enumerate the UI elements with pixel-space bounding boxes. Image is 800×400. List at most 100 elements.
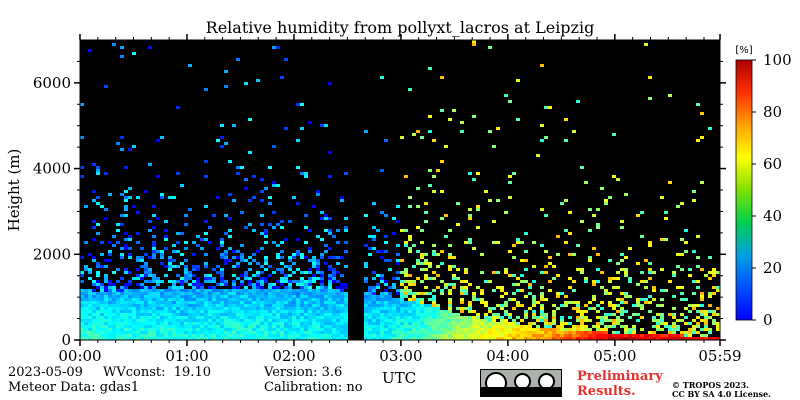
heatmap-cell [232, 286, 236, 289]
heatmap-cell [384, 319, 388, 322]
heatmap-cell [84, 325, 88, 328]
heatmap-cell [268, 298, 272, 301]
heatmap-cell [444, 337, 448, 340]
heatmap-cell [192, 328, 196, 331]
heatmap-cell [368, 298, 372, 301]
heatmap-cell [188, 334, 192, 337]
heatmap-cell [84, 304, 88, 307]
heatmap-cell [104, 301, 108, 304]
heatmap-cell [212, 322, 216, 325]
heatmap-cell [392, 325, 396, 328]
heatmap-cell [432, 139, 436, 142]
heatmap-cell [492, 313, 496, 316]
heatmap-cell [328, 307, 332, 310]
heatmap-cell [388, 286, 392, 289]
heatmap-cell [160, 280, 164, 283]
x-tick-label: 01:00 [165, 347, 208, 365]
heatmap-cell [576, 331, 580, 334]
heatmap-cell [428, 322, 432, 325]
copyright-line2: CC BY SA 4.0 License. [672, 389, 771, 399]
heatmap-cell [160, 301, 164, 304]
heatmap-cell [236, 172, 240, 175]
heatmap-cell [544, 328, 548, 331]
heatmap-cell [676, 325, 680, 328]
heatmap-cell [380, 316, 384, 319]
heatmap-cell [220, 319, 224, 322]
heatmap-cell [220, 295, 224, 298]
heatmap-cell [448, 289, 452, 292]
heatmap-cell [132, 316, 136, 319]
heatmap-cell [184, 334, 188, 337]
heatmap-cell [156, 175, 160, 178]
heatmap-cell [392, 232, 396, 235]
heatmap-cell [280, 298, 284, 301]
preliminary-line2: Results. [577, 384, 636, 399]
heatmap-cell [124, 268, 128, 271]
heatmap-cell [552, 265, 556, 268]
heatmap-cell [336, 292, 340, 295]
heatmap-cell [572, 130, 576, 133]
heatmap-cell [628, 280, 632, 283]
heatmap-cell [328, 82, 332, 85]
heatmap-cell [120, 310, 124, 313]
heatmap-cell [396, 220, 400, 223]
heatmap-cell [312, 205, 316, 208]
heatmap-cell [220, 322, 224, 325]
heatmap-cell [448, 331, 452, 334]
heatmap-cell [268, 331, 272, 334]
heatmap-cell [476, 319, 480, 322]
heatmap-cell [436, 334, 440, 337]
heatmap-cell [324, 337, 328, 340]
heatmap-cell [692, 331, 696, 334]
heatmap-cell [404, 331, 408, 334]
heatmap-cell [572, 289, 576, 292]
heatmap-cell [444, 283, 448, 286]
heatmap-cell [600, 337, 604, 340]
heatmap-cell [512, 307, 516, 310]
heatmap-cell [220, 238, 224, 241]
heatmap-cell [320, 328, 324, 331]
heatmap-cell [604, 331, 608, 334]
heatmap-cell [100, 325, 104, 328]
heatmap-cell [376, 298, 380, 301]
heatmap-cell [544, 322, 548, 325]
heatmap-cell [100, 241, 104, 244]
heatmap-cell [140, 277, 144, 280]
heatmap-cell [568, 211, 572, 214]
heatmap-cell [124, 322, 128, 325]
heatmap-cell [292, 304, 296, 307]
heatmap-cell [228, 217, 232, 220]
heatmap-cell [432, 298, 436, 301]
heatmap-cell [152, 301, 156, 304]
heatmap-cell [140, 259, 144, 262]
heatmap-cell [344, 265, 348, 268]
heatmap-cell [124, 232, 128, 235]
heatmap-cell [500, 289, 504, 292]
heatmap-cell [96, 337, 100, 340]
y-tick-label: 2000 [33, 245, 71, 263]
heatmap-cell [324, 250, 328, 253]
heatmap-cell [256, 298, 260, 301]
heatmap-cell [564, 334, 568, 337]
heatmap-cell [588, 229, 592, 232]
heatmap-cell [300, 322, 304, 325]
heatmap-cell [108, 259, 112, 262]
heatmap-cell [712, 322, 716, 325]
heatmap-cell [344, 325, 348, 328]
heatmap-cell [432, 328, 436, 331]
heatmap-cell [452, 316, 456, 319]
heatmap-cell [592, 247, 596, 250]
heatmap-cell [488, 328, 492, 331]
heatmap-cell [576, 337, 580, 340]
heatmap-cell [116, 304, 120, 307]
heatmap-cell [404, 337, 408, 340]
heatmap-cell [616, 178, 620, 181]
heatmap-cell [192, 289, 196, 292]
heatmap-cell [336, 262, 340, 265]
heatmap-cell [288, 274, 292, 277]
heatmap-cell [692, 307, 696, 310]
heatmap-cell [464, 331, 468, 334]
heatmap-cell [176, 298, 180, 301]
heatmap-cell [280, 307, 284, 310]
heatmap-cell [164, 304, 168, 307]
